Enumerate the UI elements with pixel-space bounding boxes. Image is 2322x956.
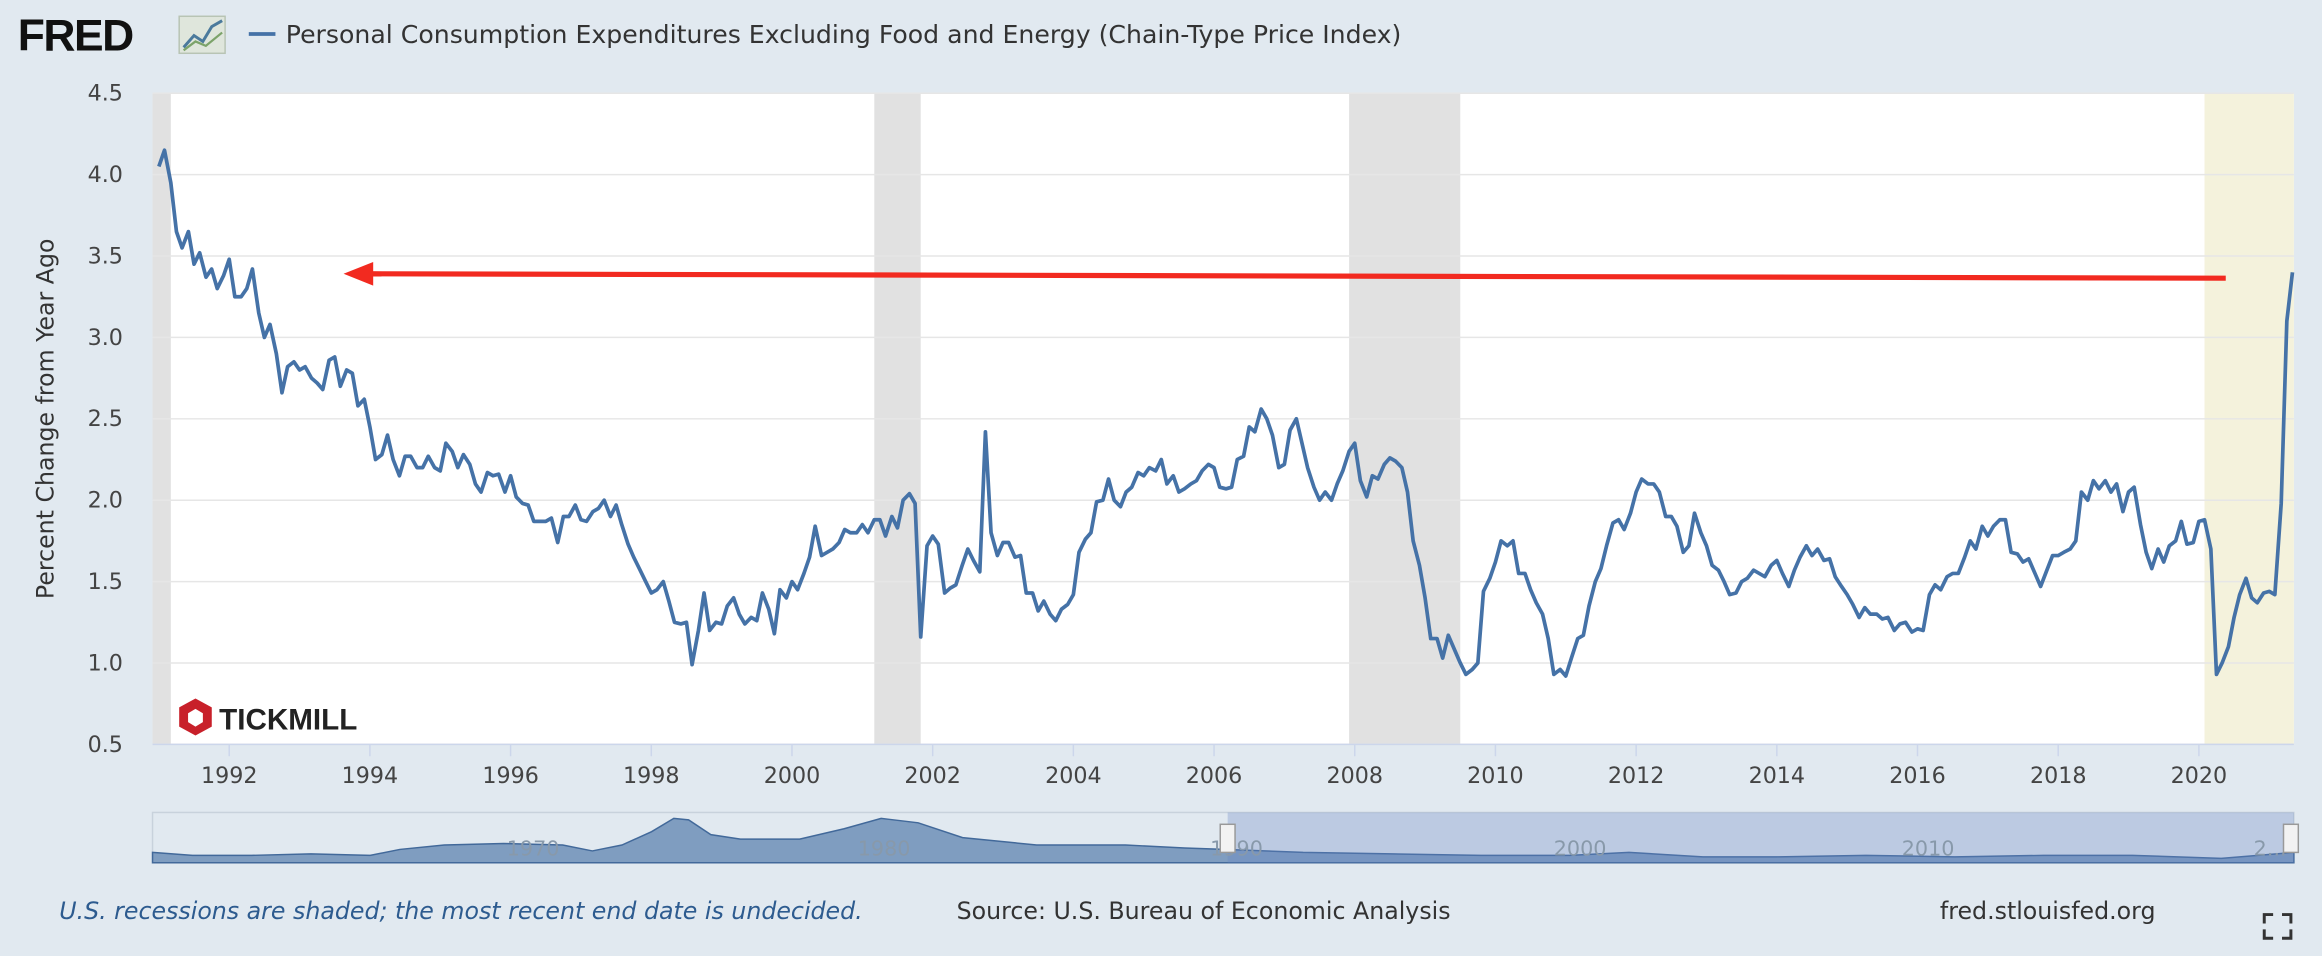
x-tick-label: 2010 (1467, 763, 1523, 789)
footer-note: U.S. recessions are shaded; the most rec… (59, 897, 862, 925)
watermark: TICKMILL (179, 698, 357, 737)
fullscreen-corner (2262, 913, 2274, 924)
fullscreen-button[interactable] (2262, 913, 2293, 940)
y-tick-label: 4.0 (88, 162, 123, 188)
x-tick-label: 2002 (904, 763, 960, 789)
x-tick-label: 1994 (342, 763, 398, 789)
logo[interactable]: FRED (18, 11, 135, 60)
x-tick-label: 1992 (201, 763, 257, 789)
navigator-label: 1970 (507, 836, 560, 860)
x-tick-label: 2000 (764, 763, 820, 789)
y-tick-label: 2.5 (88, 406, 123, 432)
navigator-selection[interactable] (1227, 812, 2294, 863)
arrow-shaft (367, 271, 2226, 281)
x-tick-label: 1998 (623, 763, 679, 789)
watermark-icon-inner (188, 708, 203, 727)
annotation-arrow (343, 261, 2226, 286)
x-tick-label: 2006 (1186, 763, 1242, 789)
footer-url[interactable]: fred.stlouisfed.org (1940, 897, 2156, 925)
legend-label[interactable]: Personal Consumption Expenditures Exclud… (286, 20, 1402, 49)
navigator-label: 2010 (1902, 836, 1955, 860)
x-tick-label: 2018 (2030, 763, 2086, 789)
navigator[interactable]: 1970 1980 1990 2000 2010 2... (151, 811, 2300, 864)
x-tick-label: 2004 (1045, 763, 1101, 789)
navigator-handle[interactable] (1219, 823, 1236, 854)
x-tick-label: 1996 (482, 763, 538, 789)
y-axis-label: Percent Change from Year Ago (31, 239, 59, 600)
y-tick-label: 3.0 (88, 325, 123, 351)
navigator-label: 2000 (1554, 836, 1607, 860)
x-tick-label: 2020 (2171, 763, 2227, 789)
logo-icon-line (182, 19, 223, 49)
footer-source: Source: U.S. Bureau of Economic Analysis (957, 897, 1451, 925)
navigator-label: 1990 (1210, 836, 1263, 860)
x-tick-label: 2014 (1749, 763, 1805, 789)
navigator-series (151, 817, 2295, 864)
fullscreen-corner (2262, 929, 2274, 940)
navigator-label: 2... (2254, 836, 2287, 860)
series-line (157, 148, 2295, 678)
y-tick-label: 2.0 (88, 488, 123, 514)
fullscreen-corner (2282, 929, 2293, 940)
watermark-text: TICKMILL (219, 704, 357, 737)
navigator-handle[interactable] (2282, 823, 2300, 854)
axis-layer: 0.5 1.0 1.5 2.0 2.5 3.0 3.5 4.0 4.5 1992 1994 1996 1… (88, 81, 2294, 789)
logo-icon-line (182, 31, 223, 52)
y-tick-label: 4.5 (88, 81, 123, 107)
arrow-head (343, 261, 374, 286)
x-tick-label: 2008 (1326, 763, 1382, 789)
line-layer (157, 148, 2295, 678)
navigator-label: 1980 (858, 836, 911, 860)
logo-icon (178, 15, 226, 55)
y-tick-label: 0.5 (88, 732, 123, 758)
y-tick-label: 1.0 (88, 650, 123, 676)
x-tick-label: 2016 (1889, 763, 1945, 789)
x-tick-label: 2012 (1608, 763, 1664, 789)
y-tick-label: 1.5 (88, 569, 123, 595)
y-tick-label: 3.5 (88, 243, 123, 269)
fullscreen-corner (2282, 913, 2293, 924)
